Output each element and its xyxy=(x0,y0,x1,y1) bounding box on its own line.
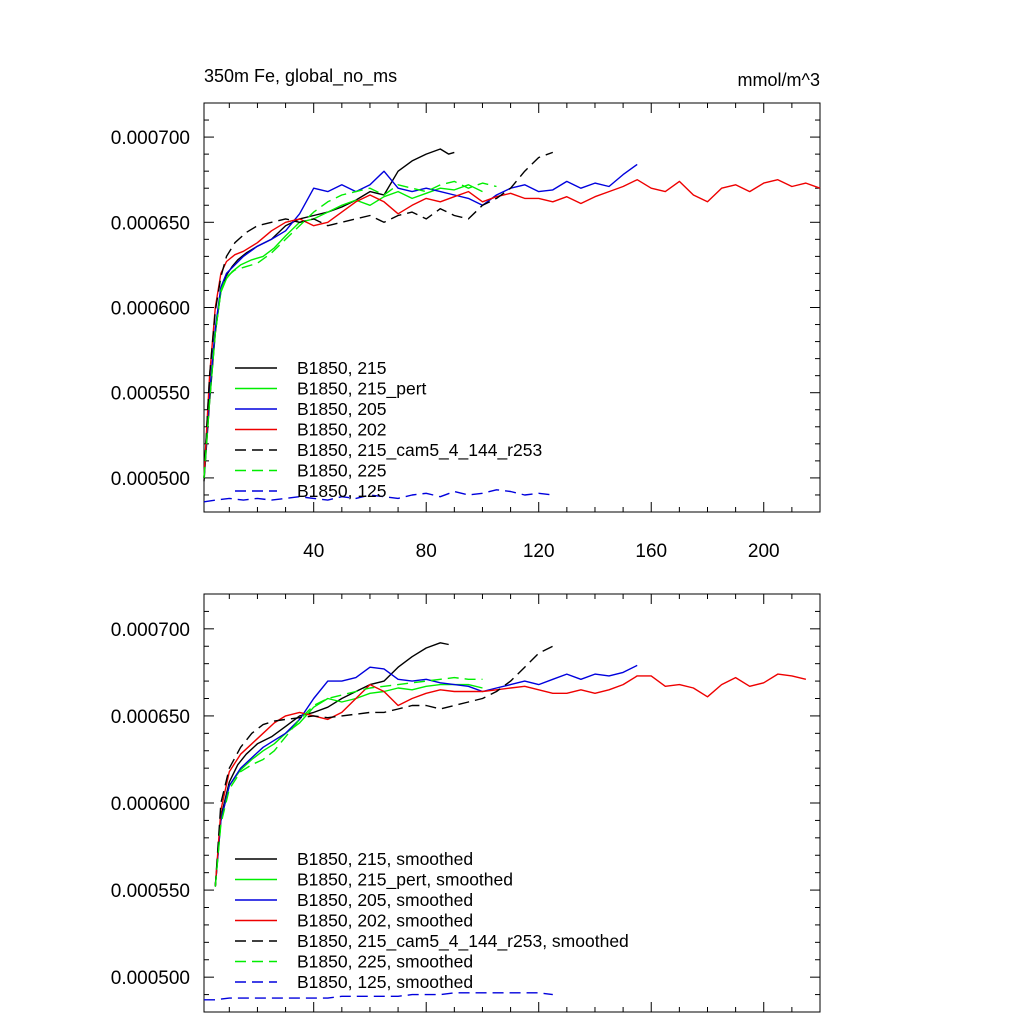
series-line-7 xyxy=(204,992,553,1001)
legend-label: B1850, 225, smoothed xyxy=(297,952,473,972)
legend-label: B1850, 125 xyxy=(297,481,387,501)
y-tick-label: 0.000700 xyxy=(111,620,190,641)
legend-label: B1850, 215 xyxy=(297,358,387,378)
y-tick-label: 0.000550 xyxy=(111,881,190,902)
x-tick-label: 200 xyxy=(748,541,780,562)
x-tick-label: 160 xyxy=(635,541,667,562)
series-line-5 xyxy=(203,151,554,478)
series-line-1 xyxy=(203,148,455,482)
series-line-3 xyxy=(214,664,638,887)
legend-label: B1850, 205 xyxy=(297,399,387,419)
top-chart-units: mmol/m^3 xyxy=(738,70,820,90)
y-tick-label: 0.000650 xyxy=(111,707,190,728)
y-tick-label: 0.000500 xyxy=(111,469,190,490)
legend-label: B1850, 125, smoothed xyxy=(297,972,473,992)
series-line-6 xyxy=(203,180,497,478)
top-chart-title: 350m Fe, global_no_ms xyxy=(204,66,397,87)
series-line-1 xyxy=(214,642,449,887)
series-line-2 xyxy=(214,683,483,887)
y-tick-label: 0.000600 xyxy=(111,299,190,320)
legend-label: B1850, 225 xyxy=(297,461,387,481)
x-tick-label: 120 xyxy=(523,541,555,562)
legend-label: B1850, 205, smoothed xyxy=(297,890,473,910)
legend-label: B1850, 215_cam5_4_144_r253 xyxy=(297,440,542,461)
series-line-4 xyxy=(203,179,821,478)
series-line-4 xyxy=(214,673,807,887)
series-line-7 xyxy=(203,489,553,503)
legend-label: B1850, 202 xyxy=(297,420,387,440)
series-line-6 xyxy=(214,676,483,887)
top-panel: 0.000500 0.000550 0.000600 0.000650 0.000700… xyxy=(111,103,821,562)
legend-label: B1850, 215_cam5_4_144_r253, smoothed xyxy=(297,931,629,952)
y-tick-label: 0.000700 xyxy=(111,128,190,149)
bottom-panel: 0.000500 0.000550 0.000600 0.000650 0.000700… xyxy=(111,594,821,1012)
y-tick-label: 0.000550 xyxy=(111,384,190,405)
legend-label: B1850, 215, smoothed xyxy=(297,849,473,869)
series-line-5 xyxy=(214,645,554,887)
x-tick-label: 80 xyxy=(416,541,437,562)
legend-label: B1850, 215_pert, smoothed xyxy=(297,870,513,891)
y-tick-label: 0.000600 xyxy=(111,794,190,815)
series-line-3 xyxy=(203,163,638,478)
legend-label: B1850, 215_pert xyxy=(297,379,427,400)
x-tick-label: 40 xyxy=(303,541,324,562)
legend-label: B1850, 202, smoothed xyxy=(297,911,473,931)
y-tick-label: 0.000650 xyxy=(111,213,190,234)
y-tick-label: 0.000500 xyxy=(111,968,190,989)
